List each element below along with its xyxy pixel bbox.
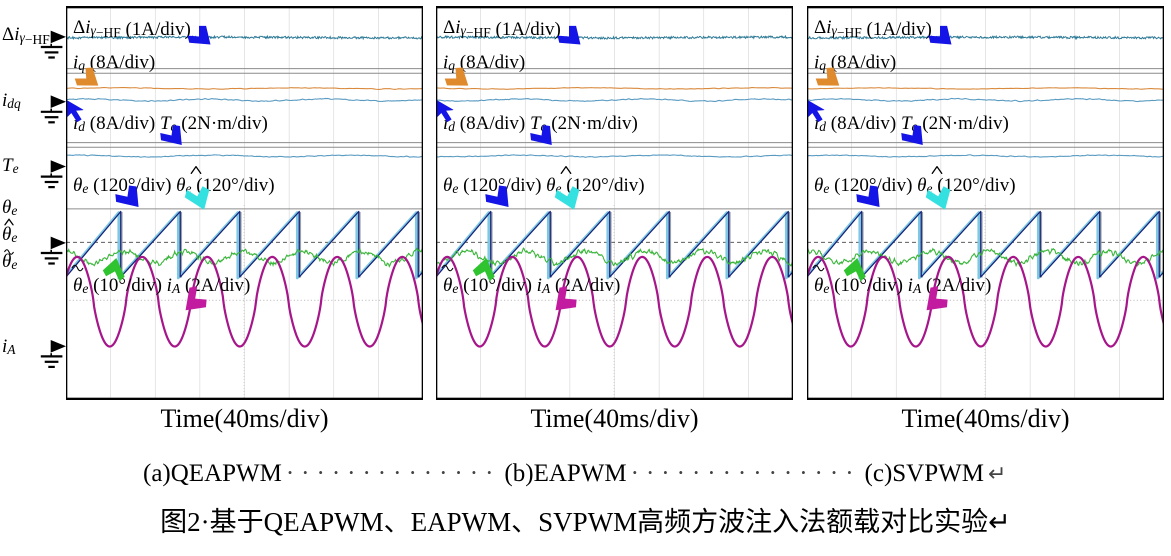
- svg-text:θe (120°/div) θe (120°/div): θe (120°/div) θe (120°/div): [814, 175, 1016, 196]
- svg-text:θe: θe: [2, 224, 17, 245]
- svg-text:iA: iA: [2, 336, 16, 357]
- svg-text:θe (120°/div) θe (120°/div): θe (120°/div) θe (120°/div): [443, 175, 645, 196]
- svg-text:iq (8A/div): iq (8A/div): [73, 52, 155, 73]
- svg-text:θe (10°/div) iA (2A/div): θe (10°/div) iA (2A/div): [73, 275, 250, 296]
- svg-text:iq (8A/div): iq (8A/div): [814, 52, 896, 73]
- svg-text:θe: θe: [2, 197, 17, 218]
- svg-text:id (8A/div) Te (2N·m/div): id (8A/div) Te (2N·m/div): [73, 113, 268, 134]
- svg-text:id (8A/div) Te (2N·m/div): id (8A/div) Te (2N·m/div): [814, 113, 1009, 134]
- svg-text:θe: θe: [2, 251, 17, 272]
- svg-text:θe (10°/div) iA (2A/div): θe (10°/div) iA (2A/div): [814, 275, 991, 296]
- svg-text:θe (120°/div) θe (120°/div): θe (120°/div) θe (120°/div): [73, 175, 275, 196]
- svg-text:id (8A/div) Te (2N·m/div): id (8A/div) Te (2N·m/div): [443, 113, 638, 134]
- svg-text:Δiγ−HF: Δiγ−HF: [2, 24, 50, 47]
- svg-text:idq: idq: [2, 90, 21, 111]
- svg-text:Te: Te: [2, 155, 19, 176]
- svg-text:θe (10°/div) iA (2A/div): θe (10°/div) iA (2A/div): [443, 275, 620, 296]
- svg-text:iq (8A/div): iq (8A/div): [443, 52, 525, 73]
